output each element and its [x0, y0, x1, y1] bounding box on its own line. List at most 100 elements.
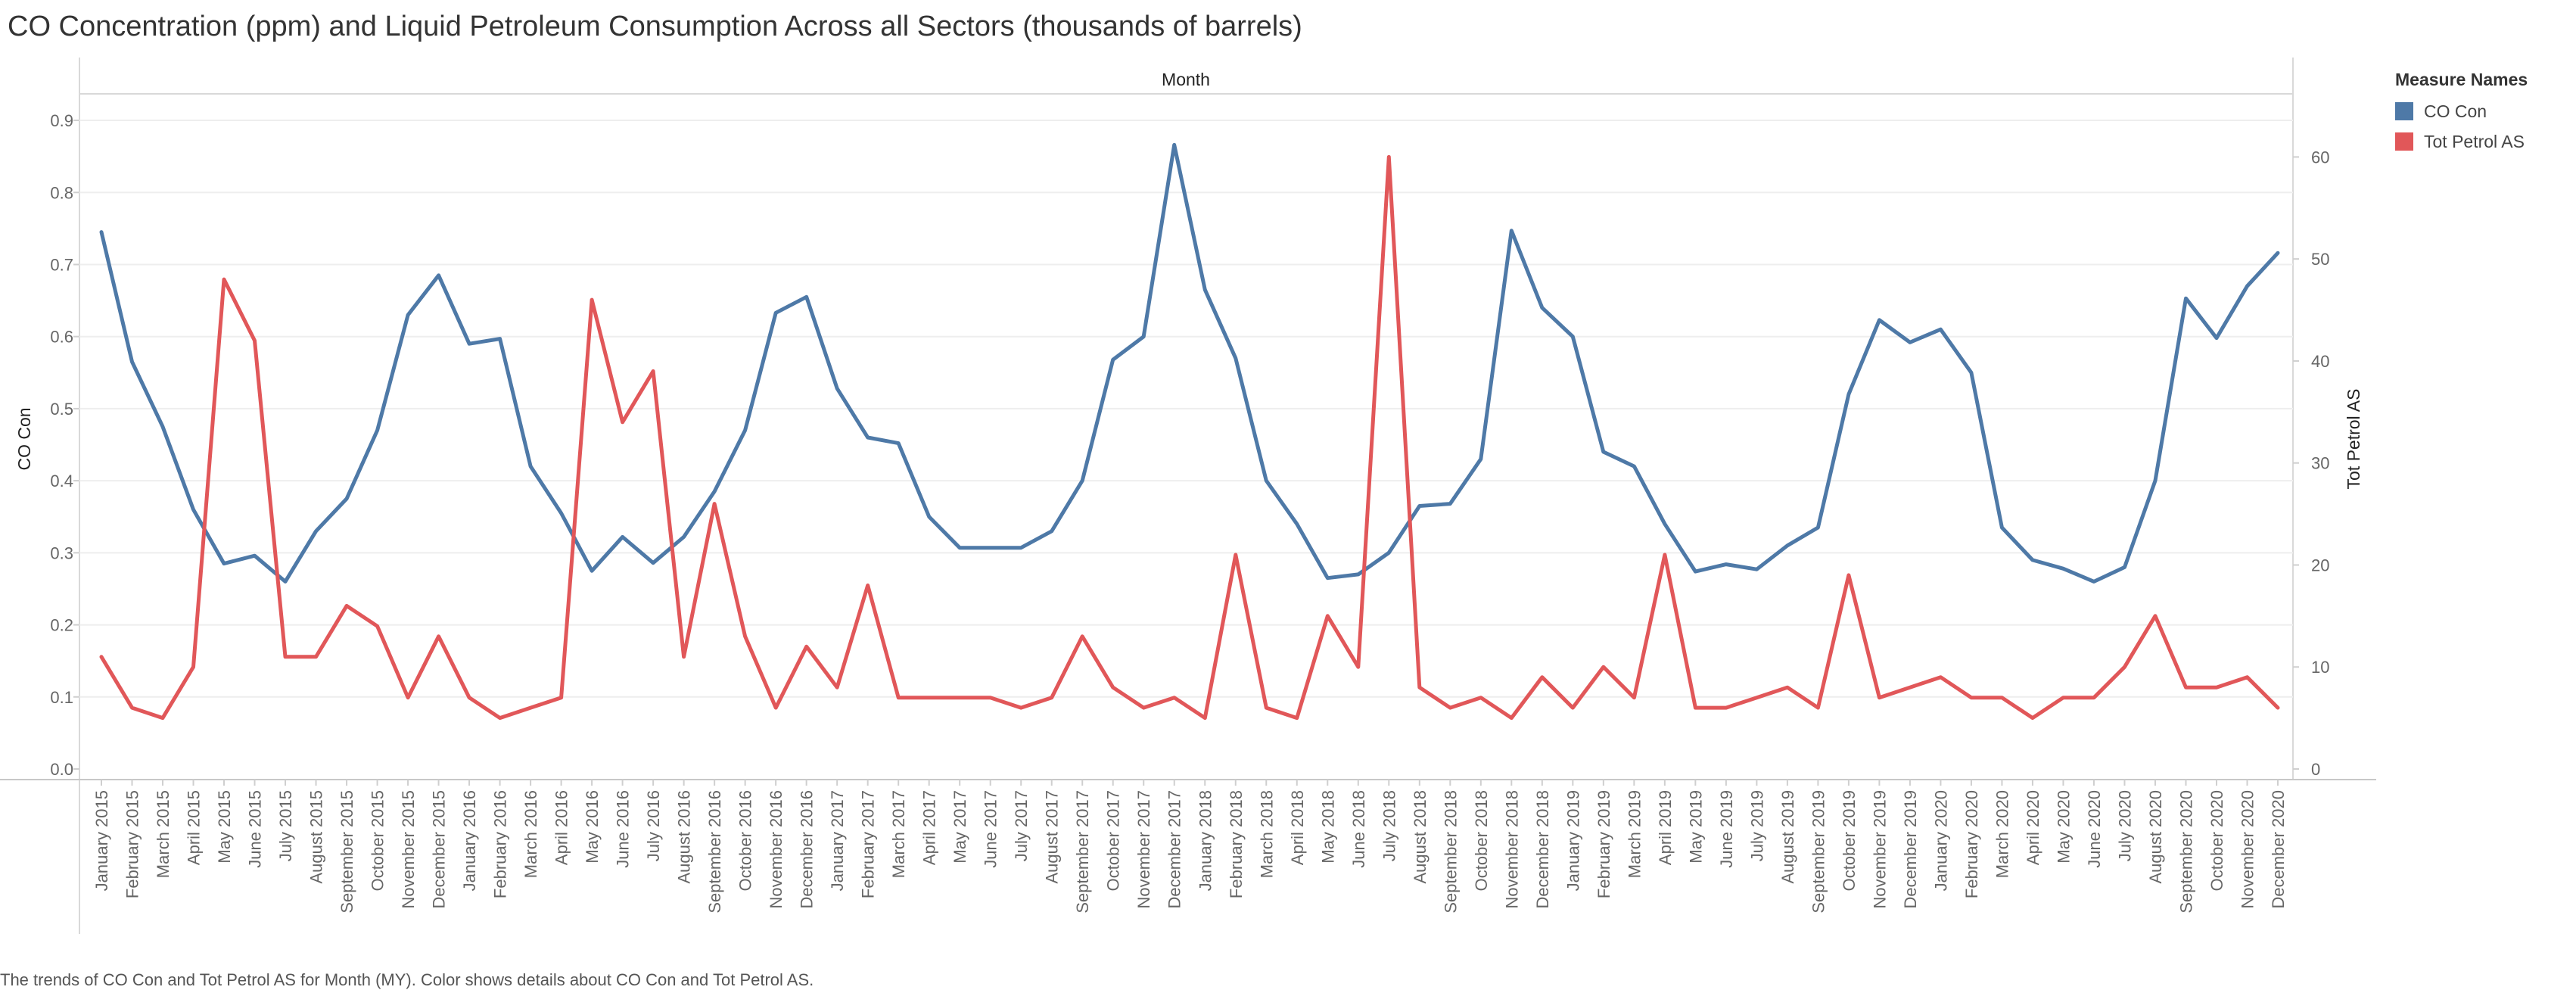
- x-tick-label: September 2018: [1441, 790, 1460, 914]
- x-tick-label: January 2015: [92, 790, 111, 891]
- x-axis-ticks: January 2015 February 2015 March 2015 April…: [92, 780, 2288, 914]
- x-tick-label: February 2018: [1227, 790, 1246, 898]
- x-tick-label: November 2018: [1502, 790, 1521, 909]
- x-tick-label: October 2020: [2207, 790, 2226, 891]
- x-tick-label: February 2019: [1594, 790, 1613, 898]
- x-tick-label: May 2015: [215, 790, 234, 864]
- x-tick-label: January 2018: [1196, 790, 1215, 891]
- x-tick-label: August 2015: [307, 790, 326, 884]
- x-tick-label: May 2019: [1686, 790, 1705, 864]
- x-tick-label: June 2016: [614, 790, 633, 868]
- left-tick-label: 0.2: [50, 616, 73, 635]
- x-tick-label: October 2019: [1840, 790, 1859, 891]
- right-tick-label: 40: [2311, 352, 2329, 371]
- x-tick-label: June 2020: [2085, 790, 2104, 868]
- legend-label-co-con: CO Con: [2424, 101, 2487, 121]
- legend-title: Measure Names: [2395, 70, 2528, 89]
- x-tick-label: January 2017: [828, 790, 847, 891]
- x-tick-label: July 2017: [1012, 790, 1031, 861]
- x-tick-label: November 2015: [399, 790, 418, 909]
- x-tick-label: May 2017: [950, 790, 969, 864]
- x-tick-label: November 2019: [1870, 790, 1889, 909]
- x-tick-label: December 2017: [1165, 790, 1184, 909]
- x-tick-label: August 2016: [675, 790, 694, 884]
- left-axis-ticks: 0.0 0.1 0.2 0.3 0.4 0.5 0.6 0.7 0.8 0.9: [50, 111, 79, 779]
- legend-item-co-con[interactable]: CO Con: [2395, 96, 2528, 126]
- left-axis-title: CO Con: [14, 407, 34, 470]
- x-tick-label: April 2019: [1656, 790, 1675, 865]
- left-tick-label: 0.1: [50, 688, 73, 707]
- x-tick-label: February 2016: [491, 790, 510, 898]
- x-tick-label: October 2016: [736, 790, 755, 891]
- x-tick-label: May 2018: [1318, 790, 1337, 864]
- x-tick-label: September 2016: [705, 790, 724, 914]
- x-tick-label: August 2018: [1411, 790, 1430, 884]
- x-tick-label: December 2019: [1901, 790, 1920, 909]
- right-tick-label: 30: [2311, 454, 2329, 473]
- x-tick-label: September 2015: [338, 790, 356, 914]
- x-tick-label: January 2020: [1931, 790, 1950, 891]
- right-tick-label: 50: [2311, 250, 2329, 269]
- left-tick-label: 0.8: [50, 183, 73, 202]
- x-tick-label: September 2019: [1809, 790, 1828, 914]
- legend-label-tot-petrol-as: Tot Petrol AS: [2424, 131, 2525, 151]
- legend-swatch-co-con: [2395, 102, 2413, 120]
- x-tick-label: December 2018: [1533, 790, 1552, 909]
- left-tick-label: 0.4: [50, 472, 73, 490]
- right-tick-label: 60: [2311, 148, 2329, 167]
- x-tick-label: February 2015: [123, 790, 142, 898]
- left-tick-label: 0.6: [50, 328, 73, 347]
- x-tick-label: July 2015: [276, 790, 295, 861]
- x-tick-label: March 2019: [1625, 790, 1644, 878]
- x-tick-label: August 2020: [2146, 790, 2165, 884]
- left-tick-label: 0.3: [50, 543, 73, 562]
- x-tick-label: October 2017: [1104, 790, 1123, 891]
- x-tick-label: November 2017: [1134, 790, 1153, 909]
- right-tick-label: 0: [2311, 760, 2320, 779]
- x-tick-label: October 2015: [369, 790, 387, 891]
- x-tick-label: April 2017: [920, 790, 939, 865]
- x-axis-header: Month: [1162, 70, 1210, 89]
- plot-frame: [0, 58, 2376, 934]
- x-tick-label: June 2018: [1349, 790, 1368, 868]
- x-tick-label: April 2018: [1288, 790, 1307, 865]
- x-tick-label: September 2017: [1073, 790, 1092, 914]
- x-tick-label: March 2020: [1993, 790, 2011, 878]
- x-tick-label: January 2016: [460, 790, 479, 891]
- series-line-tot-petrol-as[interactable]: [99, 154, 2280, 721]
- right-axis-ticks: 0 10 20 30 40 50 60: [2293, 148, 2329, 779]
- right-tick-label: 10: [2311, 658, 2329, 677]
- x-tick-label: April 2016: [552, 790, 571, 865]
- legend-item-tot-petrol-as[interactable]: Tot Petrol AS: [2395, 126, 2528, 157]
- chart-caption: The trends of CO Con and Tot Petrol AS f…: [0, 970, 814, 989]
- x-tick-label: March 2017: [889, 790, 908, 878]
- legend: Measure Names CO Con Tot Petrol AS: [2395, 70, 2528, 157]
- x-tick-label: June 2017: [982, 790, 1000, 868]
- series-layer: [99, 142, 2280, 721]
- x-tick-label: March 2015: [154, 790, 173, 878]
- x-tick-label: October 2018: [1472, 790, 1491, 891]
- x-tick-label: July 2019: [1747, 790, 1766, 861]
- x-tick-label: September 2020: [2176, 790, 2195, 914]
- x-tick-label: July 2018: [1380, 790, 1398, 861]
- x-tick-label: December 2020: [2269, 790, 2288, 909]
- x-tick-label: July 2020: [2115, 790, 2134, 861]
- series-line-co-con[interactable]: [99, 142, 2280, 584]
- x-tick-label: August 2019: [1778, 790, 1797, 884]
- right-axis-title: Tot Petrol AS: [2344, 389, 2363, 490]
- chart-title: CO Concentration (ppm) and Liquid Petrol…: [8, 11, 1302, 42]
- x-tick-label: May 2016: [583, 790, 602, 864]
- x-tick-label: August 2017: [1043, 790, 1062, 884]
- x-tick-label: July 2016: [644, 790, 663, 861]
- x-tick-label: January 2019: [1563, 790, 1582, 891]
- x-tick-label: December 2015: [430, 790, 449, 909]
- x-tick-label: February 2017: [859, 790, 878, 898]
- left-tick-label: 0.9: [50, 111, 73, 130]
- left-tick-label: 0.5: [50, 400, 73, 419]
- x-tick-label: November 2020: [2238, 790, 2257, 909]
- x-tick-label: May 2020: [2054, 790, 2073, 864]
- x-tick-label: June 2019: [1717, 790, 1736, 868]
- x-tick-label: June 2015: [246, 790, 265, 868]
- legend-swatch-tot-petrol-as: [2395, 132, 2413, 151]
